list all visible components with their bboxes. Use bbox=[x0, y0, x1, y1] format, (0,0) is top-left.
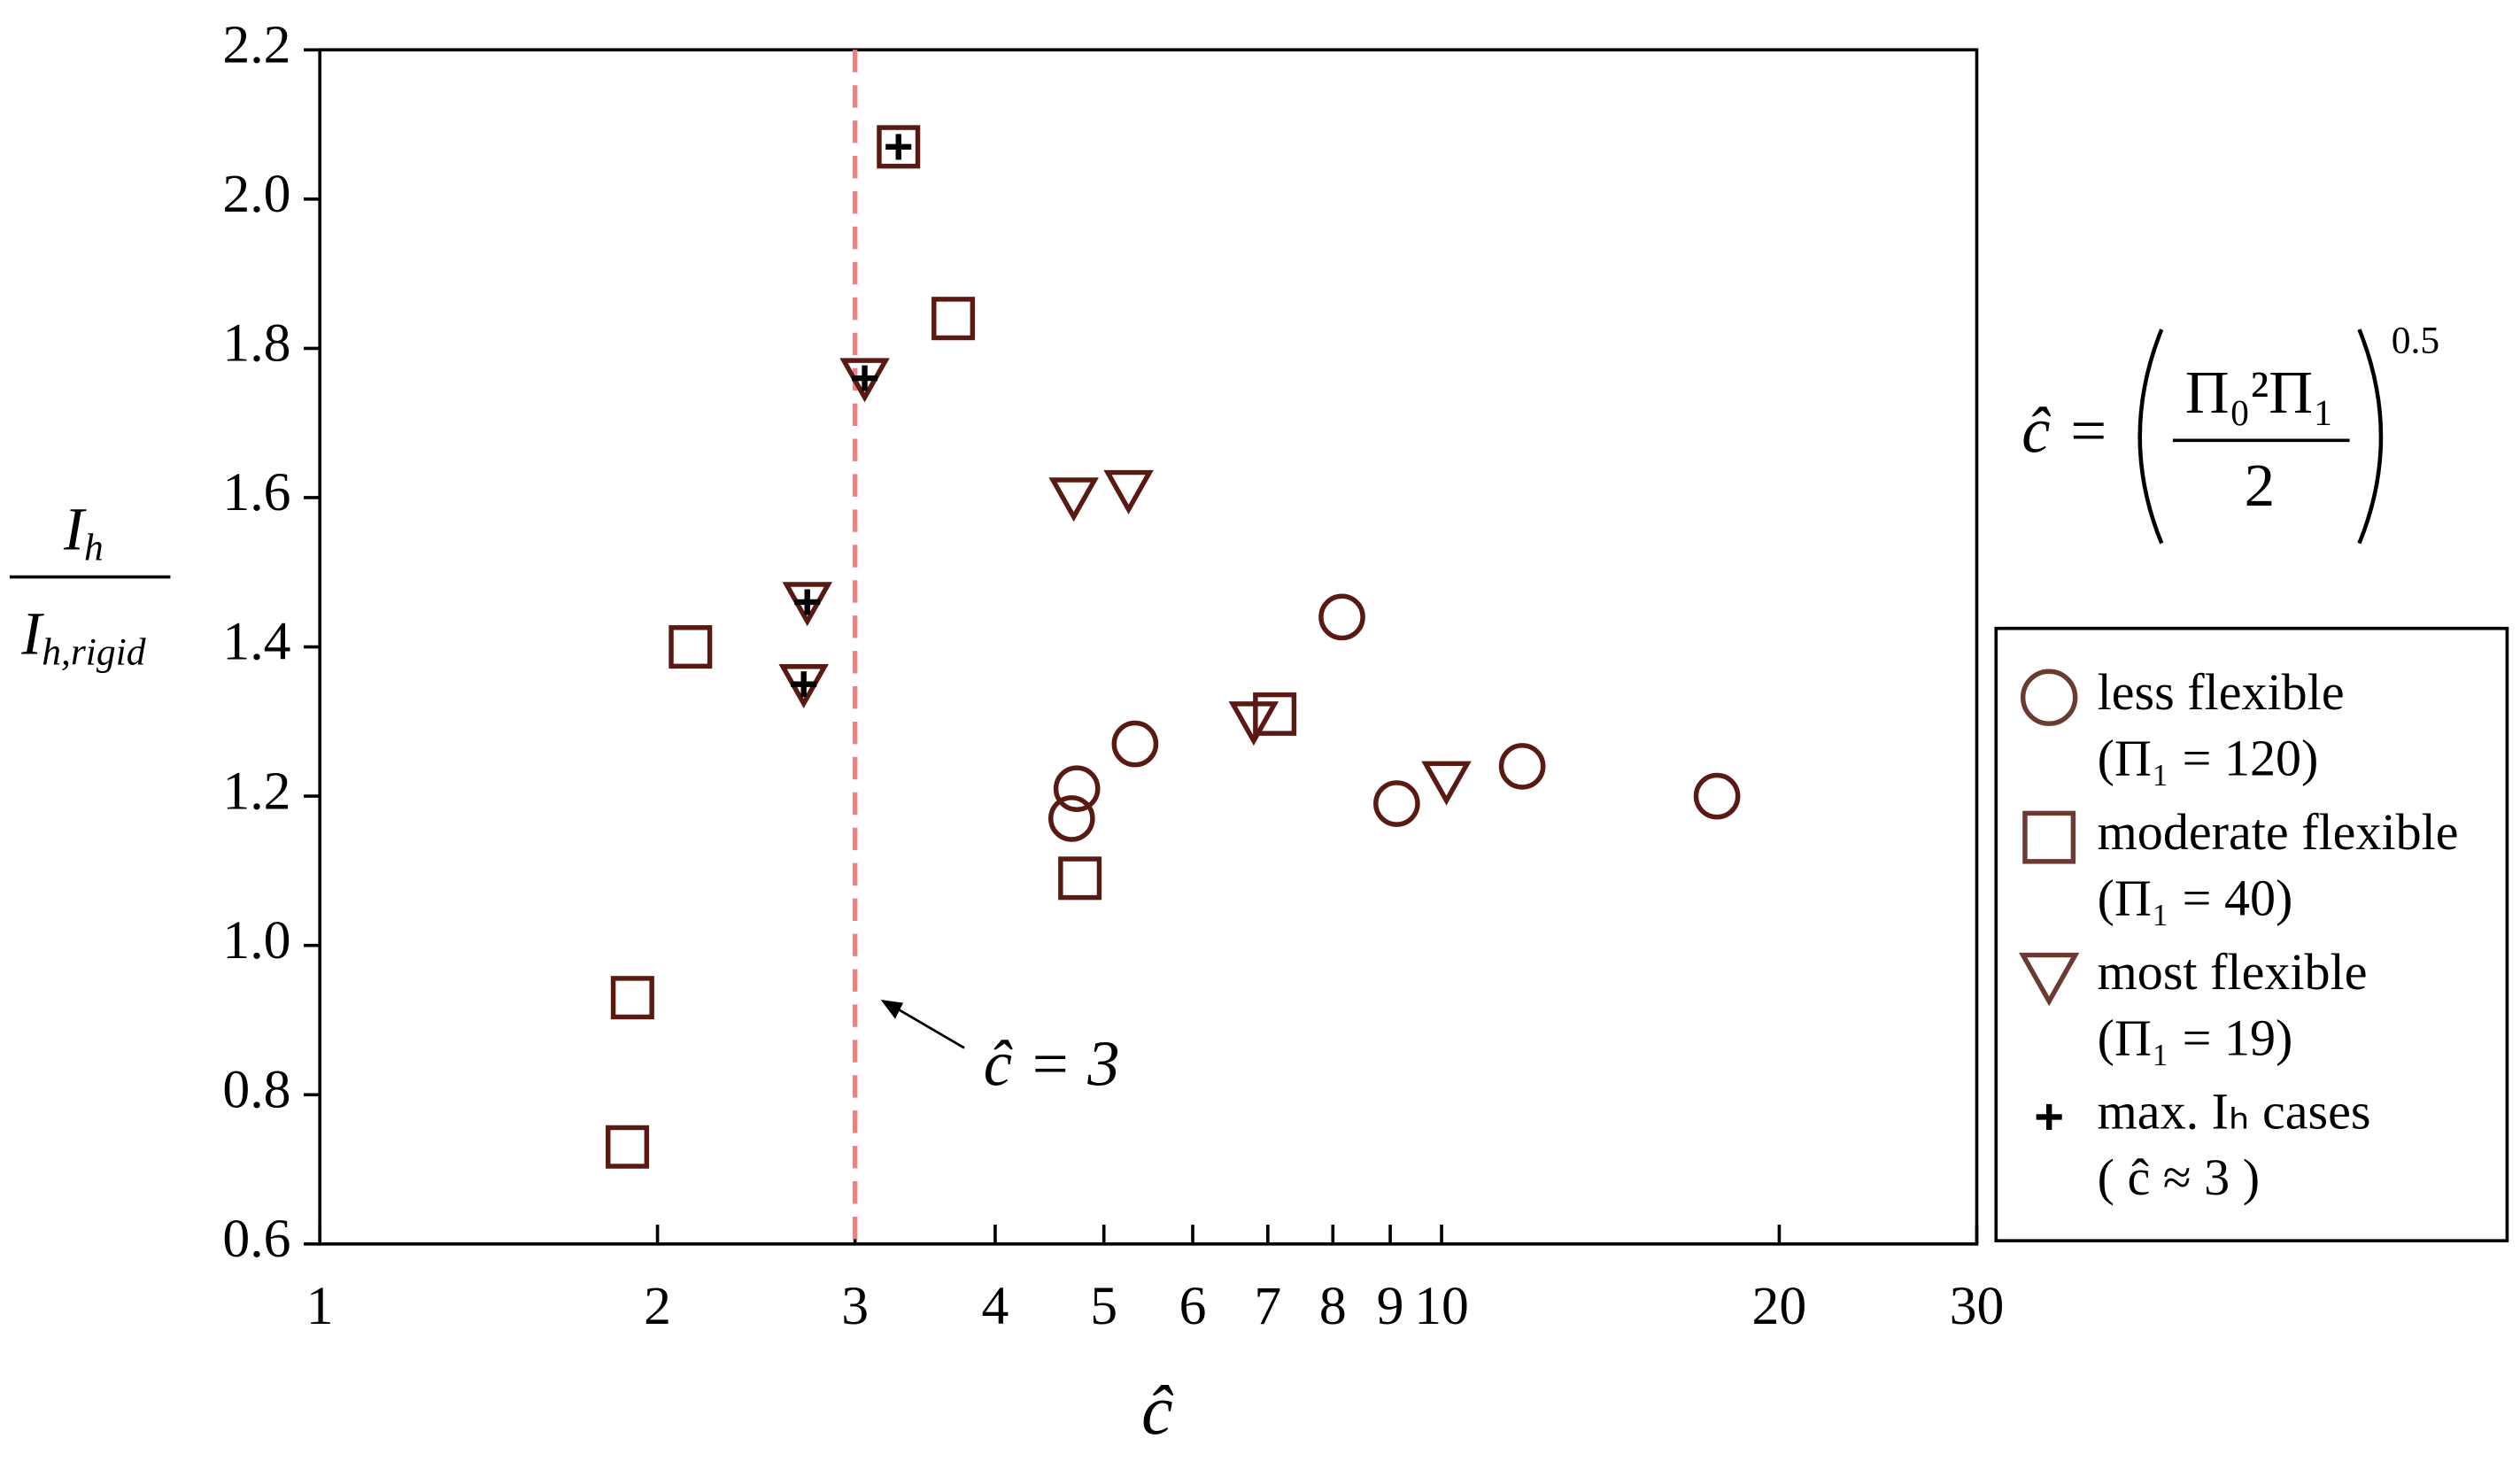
y-label-denominator: Ih,rigid bbox=[20, 599, 146, 673]
annotation-arrow bbox=[886, 1001, 965, 1049]
x-tick-label: 20 bbox=[1752, 1276, 1807, 1336]
y-tick-label: 0.6 bbox=[222, 1209, 290, 1269]
paren-right bbox=[2357, 329, 2384, 545]
y-tick-label: 1.8 bbox=[222, 313, 290, 374]
y-tick-label: 0.8 bbox=[222, 1059, 290, 1119]
y-tick-label: 1.6 bbox=[222, 462, 290, 522]
x-axis-label: ĉ bbox=[1141, 1372, 1174, 1450]
x-tick-label: 7 bbox=[1254, 1276, 1281, 1336]
reference-label: ĉ = 3 bbox=[984, 1027, 1120, 1099]
marker-square bbox=[1253, 692, 1297, 736]
marker-square bbox=[877, 125, 921, 169]
y-tick-label: 1.0 bbox=[222, 910, 290, 970]
y-tick-label: 1.4 bbox=[222, 612, 290, 672]
legend-note: ( ĉ ≈ 3 ) bbox=[2098, 1148, 2260, 1206]
marker-circle bbox=[1693, 772, 1741, 820]
marker-circle bbox=[1498, 743, 1546, 790]
y-label-den-main: I bbox=[20, 599, 44, 667]
x-tick-label: 3 bbox=[841, 1276, 869, 1336]
y-label-numerator: Ih bbox=[63, 495, 104, 568]
legend-note: (Π₁ = 19) bbox=[2098, 1009, 2293, 1066]
y-axis-label: Ih Ih,rigid bbox=[9, 495, 171, 674]
legend-box bbox=[1994, 626, 2509, 1243]
marker-plus bbox=[791, 671, 817, 698]
x-tick-label: 2 bbox=[644, 1276, 671, 1336]
x-tick-label: 4 bbox=[982, 1276, 1009, 1336]
x-tick-label: 1 bbox=[306, 1276, 334, 1336]
marker-triangle bbox=[2019, 952, 2080, 1007]
marker-circle bbox=[1047, 795, 1095, 842]
arrow-head bbox=[880, 999, 904, 1019]
x-tick-label: 10 bbox=[1414, 1276, 1469, 1336]
marker-plus bbox=[852, 365, 878, 391]
marker-circle bbox=[1053, 765, 1101, 813]
legend-label: most flexible bbox=[2098, 943, 2368, 1001]
x-tick-label: 8 bbox=[1319, 1276, 1347, 1336]
legend-label: moderate flexible bbox=[2098, 803, 2459, 861]
legend-note: (Π₁ = 120) bbox=[2098, 729, 2319, 786]
legend-note: (Π₁ = 40) bbox=[2098, 869, 2293, 926]
formula-numerator: Π₀²Π₁ bbox=[2185, 359, 2334, 426]
marker-triangle bbox=[1103, 469, 1154, 514]
marker-plus bbox=[885, 134, 912, 160]
marker-triangle bbox=[1228, 701, 1279, 746]
legend-label: max. Iₕ cases bbox=[2098, 1083, 2371, 1141]
x-tick-label: 9 bbox=[1377, 1276, 1404, 1336]
x-tick-label: 6 bbox=[1179, 1276, 1207, 1336]
marker-circle bbox=[1318, 593, 1365, 641]
y-tick-label: 2.0 bbox=[222, 164, 290, 224]
marker-triangle bbox=[1048, 477, 1099, 522]
y-label-num-main: I bbox=[63, 495, 87, 562]
y-tick-label: 1.2 bbox=[222, 761, 290, 821]
marker-circle bbox=[1373, 780, 1420, 827]
marker-plus bbox=[2036, 1103, 2062, 1130]
legend-label: less flexible bbox=[2098, 663, 2345, 721]
marker-plus bbox=[794, 589, 821, 615]
formula-lhs: ĉ = bbox=[2021, 394, 2109, 466]
marker-circle bbox=[1111, 720, 1159, 768]
marker-square bbox=[931, 297, 976, 341]
x-tick-label: 30 bbox=[1950, 1276, 2005, 1336]
marker-square bbox=[669, 625, 713, 669]
formula-exponent: 0.5 bbox=[2392, 319, 2439, 361]
x-tick-label: 5 bbox=[1090, 1276, 1117, 1336]
formula: ĉ = Π₀²Π₁ 2 0.5 bbox=[2021, 319, 2439, 545]
marker-square bbox=[1058, 856, 1102, 901]
plot-frame bbox=[318, 48, 1979, 1246]
marker-square bbox=[2022, 810, 2076, 864]
marker-square bbox=[610, 976, 654, 1020]
paren-left bbox=[2137, 329, 2164, 545]
marker-triangle bbox=[1421, 761, 1472, 806]
y-tick-label: 2.2 bbox=[222, 14, 290, 74]
y-label-num-sub: h bbox=[84, 527, 104, 569]
y-label-den-sub: h,rigid bbox=[42, 631, 146, 674]
marker-square bbox=[606, 1125, 650, 1169]
formula-denominator: 2 bbox=[2245, 452, 2275, 519]
marker-circle bbox=[2020, 669, 2078, 726]
